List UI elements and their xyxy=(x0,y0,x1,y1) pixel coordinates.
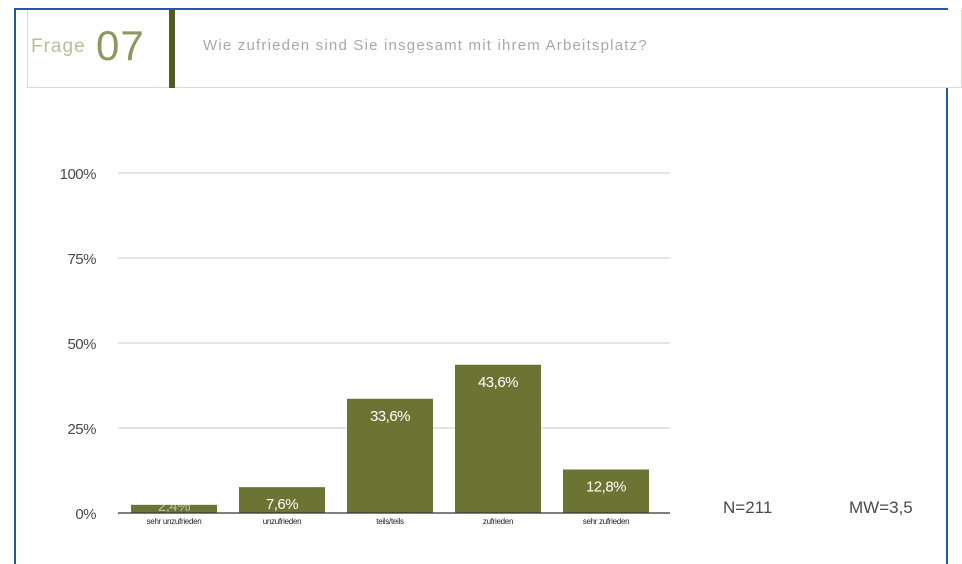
frage-label: Frage xyxy=(31,36,86,57)
x-tick-label: zufrieden xyxy=(483,517,513,526)
bar-value-label: 7,6% xyxy=(266,496,298,513)
bar-value-label: 43,6% xyxy=(478,374,518,391)
bar-value-label: 12,8% xyxy=(586,478,626,495)
bar xyxy=(239,487,325,513)
bar xyxy=(131,504,217,513)
x-tick-label: unzufrieden xyxy=(263,517,302,526)
frage-number: 07 xyxy=(96,22,145,69)
bar-value-label: 2,4% xyxy=(158,498,190,515)
sample-size: N=211 xyxy=(723,498,773,517)
bar xyxy=(347,398,433,513)
bar xyxy=(455,364,541,513)
question-header xyxy=(27,10,962,88)
mean-value: MW=3,5 xyxy=(849,498,913,517)
bar xyxy=(563,469,649,513)
x-tick-label: sehr zufrieden xyxy=(583,517,630,526)
x-tick-label: teils/teils xyxy=(376,517,404,526)
y-tick-label: 100% xyxy=(60,166,97,183)
x-tick-label: sehr unzufrieden xyxy=(147,517,202,526)
y-tick-label: 25% xyxy=(67,421,96,438)
y-tick-label: 75% xyxy=(67,251,96,268)
y-tick-label: 0% xyxy=(75,506,96,523)
page-frame xyxy=(14,8,948,564)
header-divider xyxy=(169,10,175,88)
bar-value-label: 33,6% xyxy=(370,408,410,425)
question-text: Wie zufrieden sind Sie insgesamt mit ihr… xyxy=(203,37,648,54)
y-tick-label: 50% xyxy=(67,336,96,353)
